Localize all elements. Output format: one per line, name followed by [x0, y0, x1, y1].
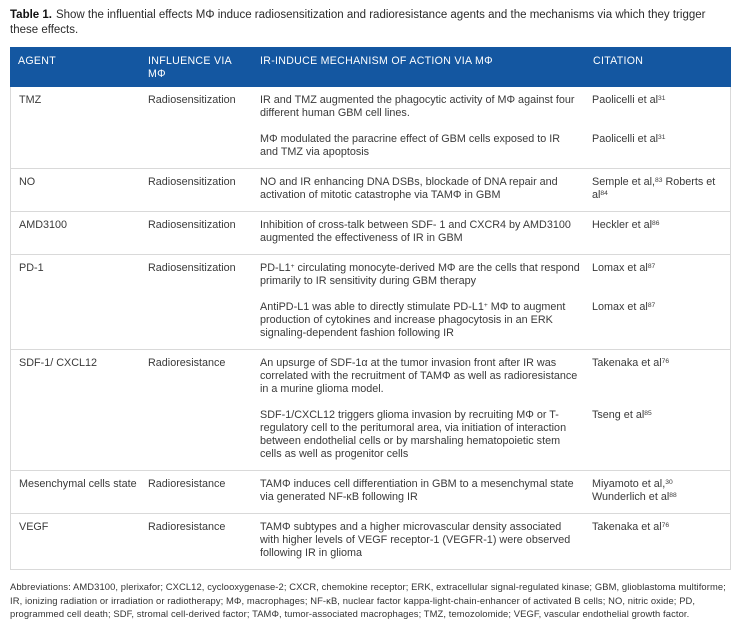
mechanism-cell: TAMΦ induces cell differentiation in GBM… [260, 478, 574, 504]
mechanism-entry: MΦ modulated the paracrine effect of GBM… [260, 131, 730, 159]
column-header-influence: INFLUENCE VIA MΦ [148, 55, 232, 81]
mechanism-cell: An upsurge of SDF-1α at the tumor invasi… [260, 357, 578, 396]
agent-cell: Mesenchymal cells state [19, 478, 137, 491]
mechanism-entry: SDF-1/CXCL12 triggers glioma invasion by… [260, 407, 730, 461]
mechanism-entry: TAMΦ induces cell differentiation in GBM… [260, 476, 730, 504]
citation-cell: Paolicelli et al31 [592, 133, 666, 146]
table-row: AMD3100 Radiosensitization Inhibition of c… [11, 211, 730, 254]
table-body: TMZ Radiosensitization IR and TMZ augmente… [10, 87, 731, 571]
abbreviations-footnote: Abbreviations: AMD3100, plerixafor; CXCL… [10, 581, 726, 619]
row-entries: Inhibition of cross-talk between SDF- 1 … [260, 217, 730, 245]
table-caption-text: Show the influential effects MΦ induce r… [10, 9, 706, 37]
mechanism-cell: MΦ modulated the paracrine effect of GBM… [260, 133, 561, 159]
citation-cell: Semple et al,83 Roberts et al84 [592, 176, 716, 202]
citation-cell: Heckler et al86 [592, 219, 660, 232]
mechanism-entry: AntiPD-L1 was able to directly stimulate… [260, 299, 730, 340]
table-row: NO Radiosensitization NO and IR enhancing … [11, 168, 730, 211]
mechanism-cell: IR and TMZ augmented the phagocytic acti… [260, 94, 575, 120]
mechanism-entry: Inhibition of cross-talk between SDF- 1 … [260, 217, 730, 245]
citation-cell: Miyamoto et al,30 Wunderlich et al88 [592, 478, 677, 504]
influence-cell: Radioresistance [148, 478, 226, 491]
citation-cell: Takenaka et al76 [592, 357, 670, 370]
citation-cell: Takenaka et al76 [592, 521, 670, 534]
mechanism-entry: TAMΦ subtypes and a higher microvascular… [260, 519, 730, 560]
column-header-citation: CITATION [593, 55, 644, 68]
citation-cell: Lomax et al87 [592, 301, 656, 314]
row-entries: TAMΦ induces cell differentiation in GBM… [260, 476, 730, 504]
mechanism-cell: NO and IR enhancing DNA DSBs, blockade o… [260, 176, 558, 202]
influence-cell: Radiosensitization [148, 176, 236, 189]
column-header-agent: AGENT [18, 55, 56, 68]
agent-cell: NO [19, 176, 36, 189]
agent-cell: TMZ [19, 94, 42, 107]
table-row: SDF-1/ CXCL12 Radioresistance An upsurge o… [11, 349, 730, 470]
influence-cell: Radioresistance [148, 521, 226, 534]
table-row: Mesenchymal cells state Radioresistance TA… [11, 470, 730, 513]
row-entries: TAMΦ subtypes and a higher microvascular… [260, 519, 730, 560]
influence-cell: Radiosensitization [148, 94, 236, 107]
citation-cell: Paolicelli et al31 [592, 94, 666, 107]
mechanism-cell: TAMΦ subtypes and a higher microvascular… [260, 521, 571, 560]
row-entries: NO and IR enhancing DNA DSBs, blockade o… [260, 174, 730, 202]
table-caption-label: Table 1. [10, 9, 52, 21]
mechanism-cell: PD-L1+ circulating monocyte-derived MΦ a… [260, 262, 580, 288]
influence-cell: Radiosensitization [148, 219, 236, 232]
column-header-mechanism: IR-INDUCE MECHANISM OF ACTION VIA MΦ [260, 55, 493, 68]
mechanism-entry: NO and IR enhancing DNA DSBs, blockade o… [260, 174, 730, 202]
mechanism-entry: PD-L1+ circulating monocyte-derived MΦ a… [260, 260, 730, 288]
table-row: VEGF Radioresistance TAMΦ subtypes and a h… [11, 513, 730, 569]
agent-cell: AMD3100 [19, 219, 68, 232]
agent-cell: PD-1 [19, 262, 44, 275]
mechanism-cell: SDF-1/CXCL12 triggers glioma invasion by… [260, 409, 567, 461]
citation-cell: Lomax et al87 [592, 262, 656, 275]
row-entries: PD-L1+ circulating monocyte-derived MΦ a… [260, 260, 730, 340]
influence-cell: Radiosensitization [148, 262, 236, 275]
row-entries: IR and TMZ augmented the phagocytic acti… [260, 92, 730, 159]
influence-cell: Radioresistance [148, 357, 226, 370]
agent-cell: SDF-1/ CXCL12 [19, 357, 98, 370]
table-row: PD-1 Radiosensitization PD-L1+ circulating… [11, 254, 730, 349]
mechanism-entry: IR and TMZ augmented the phagocytic acti… [260, 92, 730, 120]
mechanism-entry: An upsurge of SDF-1α at the tumor invasi… [260, 355, 730, 396]
citation-cell: Tseng et al85 [592, 409, 652, 422]
table-row: TMZ Radiosensitization IR and TMZ augmente… [11, 87, 730, 168]
row-entries: An upsurge of SDF-1α at the tumor invasi… [260, 355, 730, 461]
mechanism-cell: AntiPD-L1 was able to directly stimulate… [260, 301, 566, 340]
data-table: AGENT INFLUENCE VIA MΦ IR-INDUCE MECHANI… [10, 47, 731, 571]
mechanism-cell: Inhibition of cross-talk between SDF- 1 … [260, 219, 571, 245]
table-caption: Table 1. Show the influential effects MΦ … [10, 8, 729, 38]
agent-cell: VEGF [19, 521, 49, 534]
table-header-row: AGENT INFLUENCE VIA MΦ IR-INDUCE MECHANI… [10, 47, 731, 88]
